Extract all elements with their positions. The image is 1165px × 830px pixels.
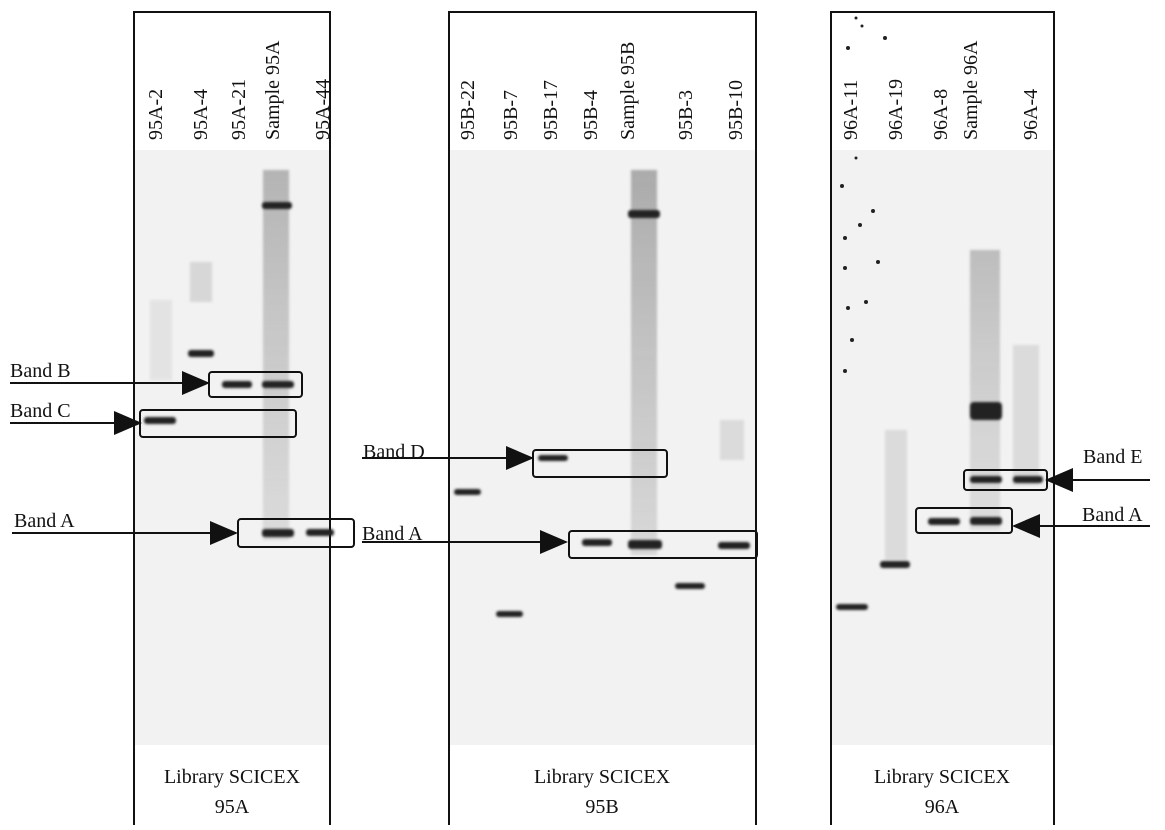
lane-label: 95A-4: [190, 89, 212, 140]
lane-label: Sample 95A: [262, 40, 284, 140]
lane-label: 96A-11: [840, 80, 862, 140]
band-label: Band C: [10, 400, 71, 422]
lane-label: 95B-17: [540, 80, 562, 140]
lane-label: 95A-2: [145, 89, 167, 140]
band-label: Band A: [14, 510, 75, 532]
panel-footer: 95A: [215, 796, 250, 818]
lane-label: 96A-19: [885, 79, 907, 140]
figure: Band B Band C Band A Band D Band A Band …: [0, 0, 1165, 825]
lane-label: 95B-22: [457, 80, 479, 140]
lane-label: Sample 95B: [617, 42, 639, 140]
band-label: Band D: [363, 441, 425, 463]
lane-label: Sample 96A: [960, 40, 982, 140]
band-label: Band A: [362, 523, 423, 545]
panel-footer: 95B: [585, 796, 618, 818]
panel-footer: 96A: [925, 796, 960, 818]
lane-label: 96A-4: [1020, 89, 1042, 140]
lane-label: 95B-3: [675, 90, 697, 140]
lane-label: 95B-4: [580, 90, 602, 140]
panel-footer: Library SCICEX: [164, 766, 301, 788]
lane-label: 95A-44: [312, 79, 334, 140]
band-label: Band B: [10, 360, 71, 382]
lane-label: 96A-8: [930, 89, 952, 140]
band-label: Band E: [1083, 446, 1142, 468]
gel: [449, 150, 756, 745]
panel-footer: Library SCICEX: [874, 766, 1011, 788]
lane-label: 95B-7: [500, 90, 522, 140]
band-label: Band A: [1082, 504, 1143, 526]
lane-label: 95B-10: [725, 80, 747, 140]
gel: [134, 150, 330, 745]
panel-footer: Library SCICEX: [534, 766, 671, 788]
lane-label: 95A-21: [228, 79, 250, 140]
